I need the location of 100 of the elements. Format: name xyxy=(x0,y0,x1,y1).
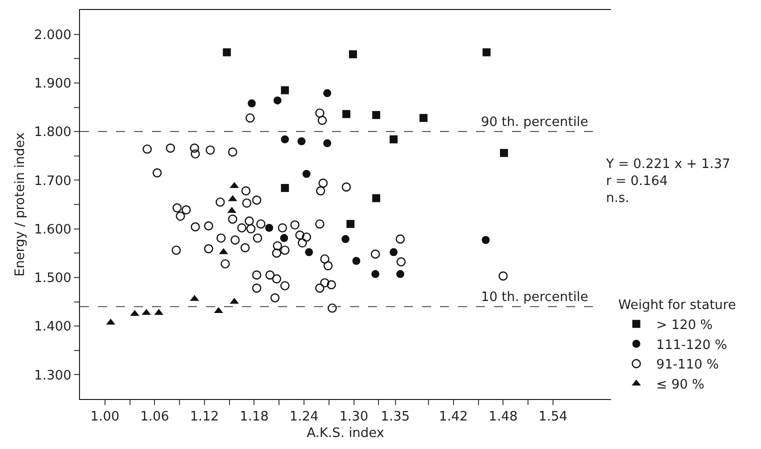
point xyxy=(342,235,350,244)
point xyxy=(328,303,337,313)
point xyxy=(190,222,200,232)
point xyxy=(222,48,231,56)
point xyxy=(204,244,214,254)
point xyxy=(390,135,398,144)
point xyxy=(390,248,398,256)
point xyxy=(323,261,333,270)
point xyxy=(216,197,225,207)
point xyxy=(176,212,185,221)
point xyxy=(142,144,152,154)
x-tick-label: 1.06 xyxy=(140,410,170,425)
legend-label: ≤ 90 % xyxy=(656,378,704,393)
legend-label: > 120 % xyxy=(656,318,713,333)
point xyxy=(272,248,282,258)
point xyxy=(230,235,240,245)
x-tick-label: 1.30 xyxy=(339,410,368,425)
annotation: n.s. xyxy=(606,190,630,206)
point xyxy=(252,196,262,205)
point xyxy=(272,274,282,284)
point xyxy=(396,234,405,244)
point xyxy=(315,108,324,118)
point xyxy=(228,147,238,157)
x-tick-label: 1.00 xyxy=(90,410,120,425)
point xyxy=(190,143,200,153)
point xyxy=(372,194,380,202)
x-tick-label: 1.24 xyxy=(290,410,318,425)
point xyxy=(370,250,380,259)
point xyxy=(318,116,327,125)
point xyxy=(240,243,250,252)
ref-line-label: 10 th. percentile xyxy=(481,290,588,305)
x-tick-label: 1.18 xyxy=(240,410,269,425)
point xyxy=(342,182,351,192)
point xyxy=(280,234,288,242)
point xyxy=(206,145,215,155)
point xyxy=(166,143,176,153)
y-tick-label: 1.400 xyxy=(34,320,72,335)
point xyxy=(320,278,330,288)
point xyxy=(304,248,313,256)
ref-line-label: 90 th. percentile xyxy=(481,115,588,130)
x-tick-label: 1.48 xyxy=(488,410,518,425)
point xyxy=(498,271,508,281)
point xyxy=(352,256,360,265)
point xyxy=(372,111,380,120)
point xyxy=(316,186,326,196)
y-tick-label: 1.300 xyxy=(34,368,72,384)
point xyxy=(172,246,181,255)
point xyxy=(204,221,214,230)
point xyxy=(246,224,256,234)
point xyxy=(280,135,289,144)
point xyxy=(371,270,380,278)
point xyxy=(346,220,354,228)
point xyxy=(280,184,289,192)
point xyxy=(280,246,290,255)
point xyxy=(273,96,282,104)
point xyxy=(315,219,324,229)
point xyxy=(323,139,332,148)
y-axis-title: Energy / protein index xyxy=(13,132,28,277)
y-tick-label: 2.000 xyxy=(34,28,72,43)
point xyxy=(242,198,252,208)
legend-label: 111-120 % xyxy=(656,338,728,353)
point xyxy=(396,257,406,266)
annotation: r = 0.164 xyxy=(606,174,668,189)
point xyxy=(348,50,357,58)
legend-label: 91-110 % xyxy=(656,358,719,373)
point xyxy=(270,293,280,302)
point xyxy=(265,270,275,280)
annotation: Y = 0.221 x + 1.37 xyxy=(605,157,730,172)
point xyxy=(500,148,508,157)
point xyxy=(302,170,310,178)
point xyxy=(298,137,306,146)
point xyxy=(252,233,262,243)
x-axis-title: A.K.S. index xyxy=(306,426,385,442)
point xyxy=(482,48,491,56)
point xyxy=(220,259,230,268)
point xyxy=(326,280,336,290)
x-tick-label: 1.54 xyxy=(538,410,568,425)
point xyxy=(248,99,256,108)
point xyxy=(216,233,226,243)
point xyxy=(320,254,330,264)
x-tick-label: 1.12 xyxy=(190,410,219,425)
point xyxy=(278,223,288,232)
point xyxy=(419,114,428,122)
point xyxy=(152,168,162,178)
point xyxy=(342,110,350,118)
point xyxy=(237,223,246,232)
point xyxy=(172,203,182,212)
legend-title: Weight for stature xyxy=(618,298,736,313)
point xyxy=(256,219,266,229)
y-tick-label: 1.600 xyxy=(34,222,72,238)
point xyxy=(280,281,290,290)
point xyxy=(244,216,254,226)
point xyxy=(295,230,304,240)
point xyxy=(252,270,262,280)
point xyxy=(241,186,251,196)
point xyxy=(245,113,255,123)
point xyxy=(290,220,300,230)
point xyxy=(280,86,289,94)
y-tick-label: 1.800 xyxy=(34,125,72,140)
point xyxy=(265,224,274,232)
